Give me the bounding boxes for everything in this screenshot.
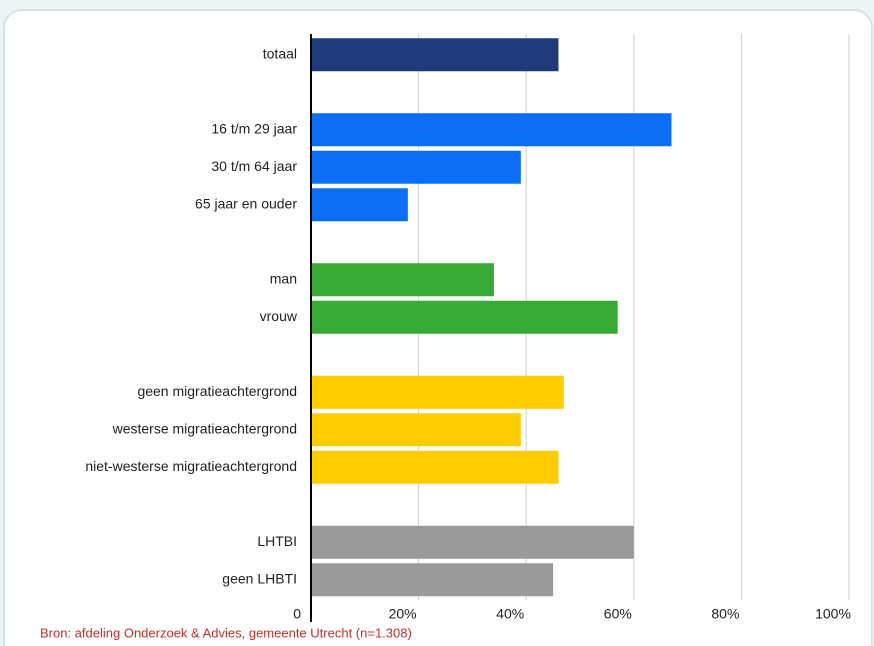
bar: [311, 38, 559, 72]
y-tick-label: geen migratieachtergrond: [137, 383, 297, 399]
x-tick-label: 20%: [389, 606, 417, 622]
x-tick-label: 60%: [604, 606, 632, 622]
bar: [311, 113, 672, 147]
y-tick-label: westerse migratieachtergrond: [112, 420, 297, 436]
bar: [311, 188, 408, 222]
y-tick-label: 30 t/m 64 jaar: [211, 158, 297, 174]
x-tick-label: 80%: [711, 606, 739, 622]
bar: [311, 413, 521, 447]
x-tick-label: 100%: [815, 606, 851, 622]
y-tick-label: man: [270, 270, 297, 286]
y-tick-label: LHTBI: [257, 533, 297, 549]
x-tick-label: 0: [293, 606, 301, 622]
bar: [311, 525, 634, 559]
y-tick-label: niet-westerse migratieachtergrond: [85, 458, 297, 474]
y-tick-label: totaal: [263, 45, 297, 61]
bar: [311, 563, 554, 597]
bar: [311, 263, 494, 297]
bar: [311, 150, 521, 184]
y-tick-label: geen LHBTI: [222, 570, 297, 586]
y-tick-label: 16 t/m 29 jaar: [211, 120, 297, 136]
y-tick-label: vrouw: [260, 308, 298, 324]
y-tick-label: 65 jaar en ouder: [195, 195, 297, 211]
x-tick-label: 40%: [496, 606, 524, 622]
bar: [311, 450, 559, 484]
bar: [311, 300, 618, 334]
source-note: Bron: afdeling Onderzoek & Advies, gemee…: [40, 625, 412, 640]
bar: [311, 375, 564, 409]
